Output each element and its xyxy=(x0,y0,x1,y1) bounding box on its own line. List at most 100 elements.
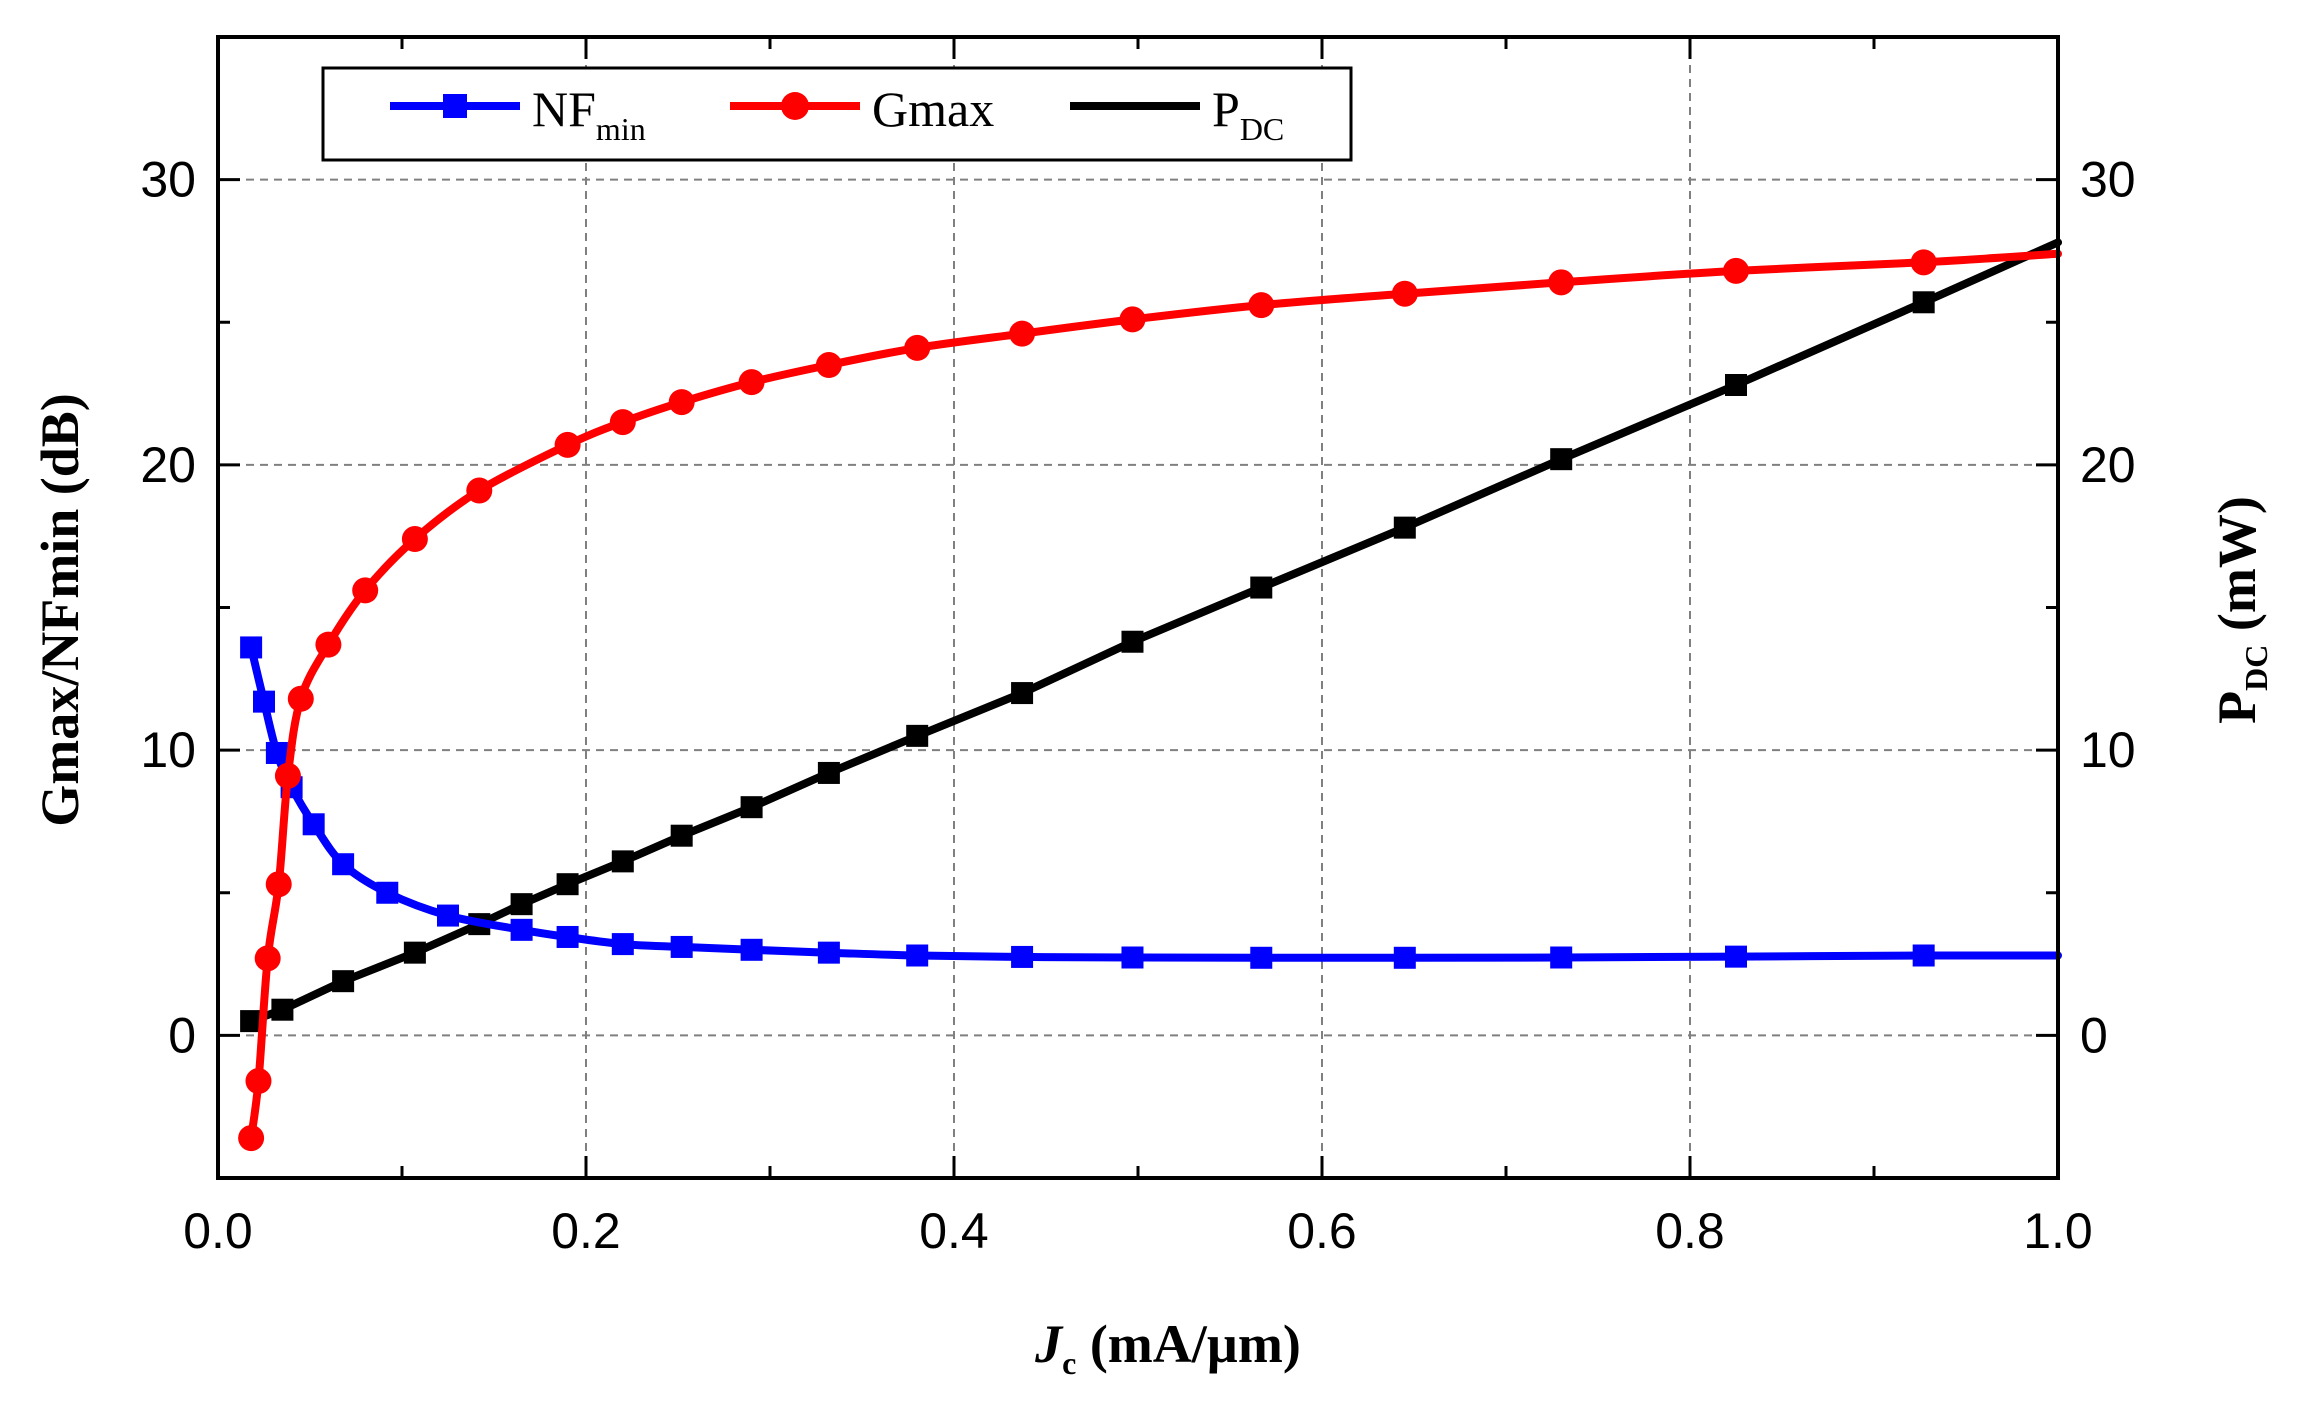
y-right-title-unit: (mW) xyxy=(2207,496,2267,644)
ticks xyxy=(216,35,2060,1180)
legend-label-nfmin: NFmin xyxy=(532,81,646,147)
legend-pdc-main: P xyxy=(1212,81,1240,137)
data-point-pdc xyxy=(271,998,294,1021)
data-point-pdc xyxy=(670,824,693,847)
data-point-nfmin xyxy=(817,941,840,964)
data-point-pdc xyxy=(510,893,533,916)
data-point-nfmin xyxy=(437,904,459,927)
data-point-pdc xyxy=(1121,630,1144,653)
data-point-nfmin xyxy=(332,853,355,876)
legend-label-pdc: PDC xyxy=(1212,81,1284,147)
data-point-gmax xyxy=(1910,249,1937,276)
data-point-pdc xyxy=(1725,374,1747,397)
y-right-tick-label: 10 xyxy=(2080,722,2136,778)
data-point-gmax xyxy=(815,352,842,379)
y-right-title-main: P xyxy=(2207,691,2267,724)
series-gmax xyxy=(238,249,2062,1152)
series-nfmin xyxy=(240,636,2062,969)
x-tick-label: 0.6 xyxy=(1287,1203,1357,1259)
x-tick-label: 0.8 xyxy=(1655,1203,1725,1259)
data-point-gmax xyxy=(352,577,379,604)
data-point-gmax xyxy=(1391,280,1418,307)
legend-item-pdc: PDC xyxy=(1070,81,1284,147)
x-tick-label: 0.2 xyxy=(551,1203,621,1259)
data-point-nfmin xyxy=(1121,946,1144,969)
data-point-gmax xyxy=(1248,292,1275,319)
x-tick-label: 0.4 xyxy=(919,1203,989,1259)
data-point-nfmin xyxy=(240,636,263,659)
data-point-gmax xyxy=(668,389,695,416)
data-point-pdc xyxy=(740,796,763,819)
data-point-nfmin xyxy=(1912,944,1935,967)
y-right-title-sub: DC xyxy=(2238,645,2274,691)
data-point-nfmin xyxy=(740,938,763,961)
legend-pdc-sub: DC xyxy=(1240,111,1284,147)
y-left-tick-label: 30 xyxy=(140,152,196,208)
y-right-axis-title: PDC (mW) xyxy=(2207,496,2274,724)
x-title-sub: c xyxy=(1062,1345,1076,1381)
legend-marker-gmax xyxy=(781,92,809,120)
data-point-pdc xyxy=(403,941,426,964)
data-point-nfmin xyxy=(1725,945,1747,968)
data-point-gmax xyxy=(265,871,292,898)
data-point-gmax xyxy=(287,685,314,712)
data-point-gmax xyxy=(245,1068,272,1095)
legend-marker-nfmin xyxy=(443,94,467,118)
data-point-nfmin xyxy=(611,933,634,956)
data-point-nfmin xyxy=(1011,945,1034,968)
data-point-pdc xyxy=(817,761,840,784)
data-point-nfmin xyxy=(1550,946,1573,969)
data-point-pdc xyxy=(556,873,579,896)
data-point-pdc xyxy=(332,970,355,993)
data-point-pdc xyxy=(611,850,634,873)
x-tick-label: 1.0 xyxy=(2023,1203,2093,1259)
data-point-nfmin xyxy=(265,741,288,764)
data-point-gmax xyxy=(315,631,342,658)
y-right-tick-label: 20 xyxy=(2080,437,2136,493)
x-title-main: J xyxy=(1034,1314,1064,1374)
x-tick-label: 0.0 xyxy=(183,1203,253,1259)
x-axis-title: Jc (mA/µm) xyxy=(1034,1314,1301,1381)
data-point-gmax xyxy=(609,409,636,436)
legend-nfmin-sub: min xyxy=(596,111,646,147)
x-title-unit: (mA/µm) xyxy=(1076,1314,1301,1374)
data-point-pdc xyxy=(1393,516,1416,539)
data-point-gmax xyxy=(554,431,581,458)
data-point-gmax xyxy=(466,477,493,504)
data-point-gmax xyxy=(1009,320,1036,347)
series-layer xyxy=(238,238,2062,1152)
data-point-nfmin xyxy=(253,690,275,713)
data-point-nfmin xyxy=(556,925,579,948)
data-point-pdc xyxy=(240,1010,263,1033)
grid xyxy=(218,37,2058,1178)
data-point-gmax xyxy=(274,762,301,789)
data-point-gmax xyxy=(238,1125,265,1152)
series-line-nfmin xyxy=(247,643,2062,962)
data-point-pdc xyxy=(1550,448,1573,471)
data-point-gmax xyxy=(1119,306,1146,333)
data-point-nfmin xyxy=(1393,946,1416,969)
data-point-gmax xyxy=(254,945,281,972)
y-left-axis-title: Gmax/NFmin (dB) xyxy=(30,393,90,827)
data-point-pdc xyxy=(1912,291,1935,314)
data-point-gmax xyxy=(904,334,931,361)
data-point-nfmin xyxy=(1250,946,1273,969)
legend: NFmin Gmax PDC xyxy=(321,66,1353,162)
data-point-gmax xyxy=(738,369,765,396)
y-left-tick-label: 20 xyxy=(140,437,196,493)
y-left-tick-label: 0 xyxy=(168,1007,196,1063)
legend-item-nfmin: NFmin xyxy=(390,81,646,147)
tick-labels: 0.0 0.2 0.4 0.6 0.8 1.0 0 10 20 30 0 10 20 30 xyxy=(140,152,2135,1259)
data-point-nfmin xyxy=(670,935,693,958)
data-point-nfmin xyxy=(906,944,929,967)
data-point-gmax xyxy=(1723,257,1749,284)
y-right-tick-label: 0 xyxy=(2080,1007,2108,1063)
data-point-nfmin xyxy=(302,813,325,836)
data-point-gmax xyxy=(401,526,428,553)
data-point-pdc xyxy=(1250,576,1273,599)
y-left-tick-label: 10 xyxy=(140,722,196,778)
series-pdc xyxy=(240,238,2062,1033)
data-point-nfmin xyxy=(510,918,533,941)
